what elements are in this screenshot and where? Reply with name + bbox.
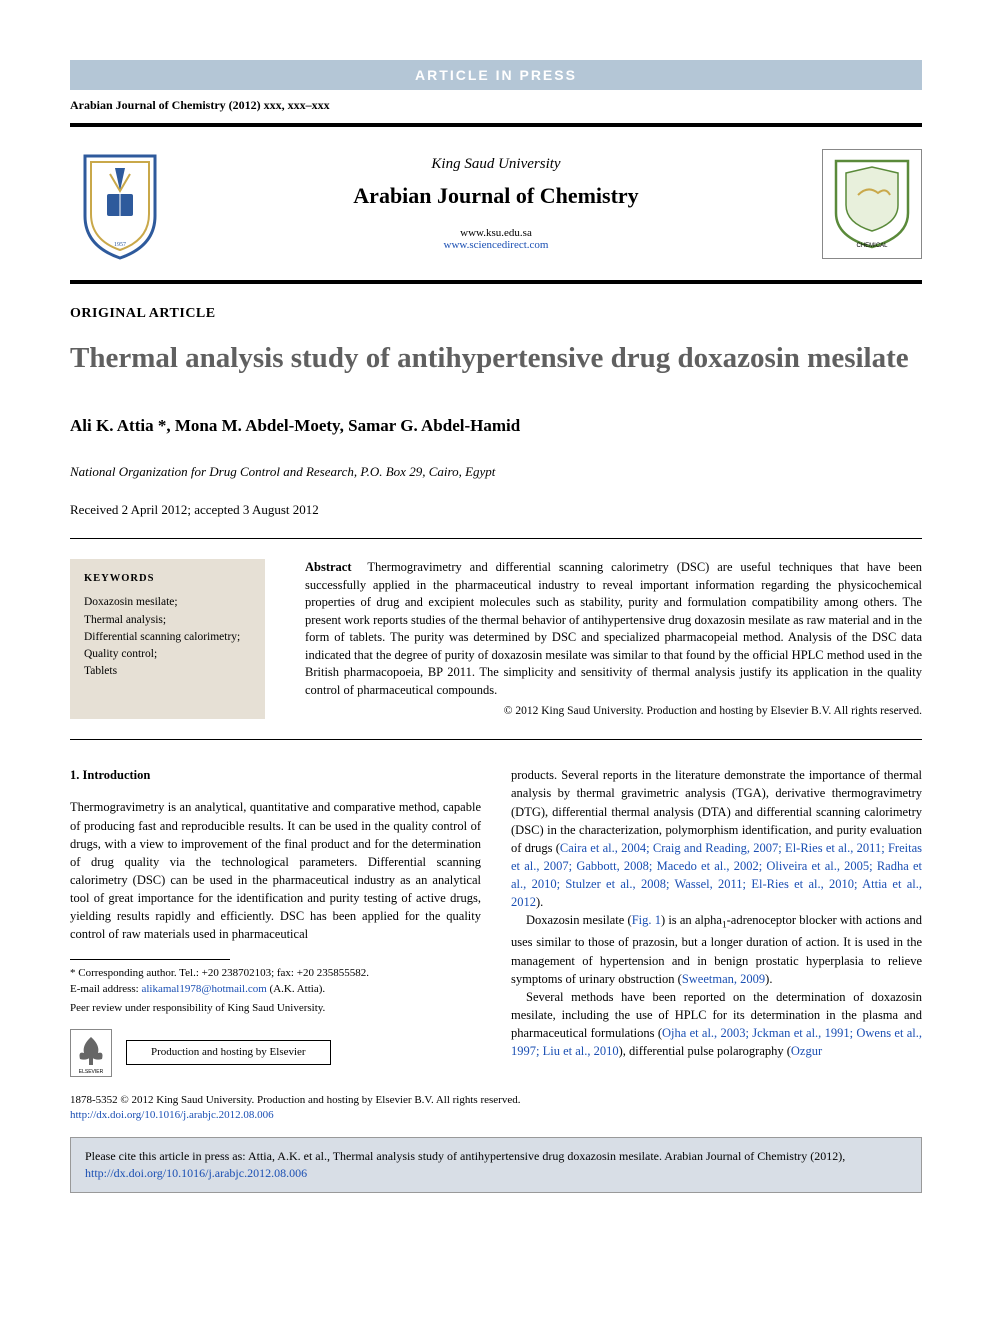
journal-name: Arabian Journal of Chemistry — [190, 183, 802, 209]
email-who: (A.K. Attia). — [267, 983, 325, 995]
elsevier-tree-icon: ELSEVIER — [72, 1031, 110, 1075]
meta-top-rule — [70, 538, 922, 539]
right-p1: products. Several reports in the literat… — [511, 766, 922, 911]
issn-copyright-block: 1878-5352 © 2012 King Saud University. P… — [70, 1093, 922, 1124]
peer-review-note: Peer review under responsibility of King… — [70, 1001, 481, 1016]
right-p3b: ), differential pulse polarography ( — [619, 1044, 791, 1058]
right-p2a: Doxazosin mesilate ( — [526, 913, 632, 927]
right-p1b: ). — [536, 895, 543, 909]
ozgur-cite[interactable]: Ozgur — [791, 1044, 822, 1058]
right-column: products. Several reports in the literat… — [511, 766, 922, 1076]
sweetman-cite[interactable]: Sweetman, 2009 — [682, 972, 765, 986]
header-bottom-rule — [70, 280, 922, 284]
journal-citation-text: Arabian Journal of Chemistry (2012) xxx,… — [70, 98, 330, 112]
affiliation: National Organization for Drug Control a… — [70, 464, 922, 480]
body-two-columns: 1. Introduction Thermogravimetry is an a… — [70, 766, 922, 1076]
right-p2d: ). — [765, 972, 772, 986]
fig1-link[interactable]: Fig. 1 — [632, 913, 661, 927]
article-in-press-banner: ARTICLE IN PRESS — [70, 60, 922, 90]
cite-footer-text: Please cite this article in press as: At… — [85, 1149, 845, 1163]
svg-text:1957: 1957 — [114, 242, 126, 248]
society-shield-icon: CHEMICAL — [828, 155, 916, 253]
journal-citation-line: Arabian Journal of Chemistry (2012) xxx,… — [70, 94, 922, 121]
right-p2b: ) is an alpha — [661, 913, 722, 927]
abstract-copyright: © 2012 King Saud University. Production … — [305, 703, 922, 719]
citation-footer-box: Please cite this article in press as: At… — [70, 1137, 922, 1193]
corresponding-author: * Corresponding author. Tel.: +20 238702… — [70, 966, 481, 981]
footnote-rule — [70, 959, 230, 960]
right-p3: Several methods have been reported on th… — [511, 988, 922, 1061]
abstract-label: Abstract — [305, 560, 352, 574]
email-line: E-mail address: alikamal1978@hotmail.com… — [70, 982, 481, 997]
keywords-list: Doxazosin mesilate; Thermal analysis; Di… — [84, 594, 251, 680]
ksu-logo: 1957 — [70, 141, 170, 266]
citations-1[interactable]: Caira et al., 2004; Craig and Reading, 2… — [511, 841, 922, 909]
top-thick-rule — [70, 123, 922, 127]
university-name: King Saud University — [190, 156, 802, 173]
svg-text:ELSEVIER: ELSEVIER — [79, 1069, 104, 1075]
authors-list: Ali K. Attia *, Mona M. Abdel-Moety, Sam… — [70, 416, 922, 436]
email-label: E-mail address: — [70, 983, 141, 995]
issn-line: 1878-5352 © 2012 King Saud University. P… — [70, 1093, 922, 1108]
author-email[interactable]: alikamal1978@hotmail.com — [141, 983, 266, 995]
right-p2: Doxazosin mesilate (Fig. 1) is an alpha1… — [511, 911, 922, 987]
article-dates: Received 2 April 2012; accepted 3 August… — [70, 502, 922, 518]
banner-text: ARTICLE IN PRESS — [415, 67, 577, 83]
doi-link[interactable]: http://dx.doi.org/10.1016/j.arabjc.2012.… — [70, 1109, 274, 1121]
chemical-society-logo: CHEMICAL — [822, 149, 922, 259]
journal-header-row: 1957 King Saud University Arabian Journa… — [70, 129, 922, 278]
intro-heading: 1. Introduction — [70, 766, 481, 784]
keywords-box: KEYWORDS Doxazosin mesilate; Thermal ana… — [70, 559, 265, 719]
cite-footer-doi[interactable]: http://dx.doi.org/10.1016/j.arabjc.2012.… — [85, 1166, 307, 1180]
abstract-body: Thermogravimetry and differential scanni… — [305, 560, 922, 697]
abstract-block: Abstract Thermogravimetry and differenti… — [305, 559, 922, 719]
svg-text:CHEMICAL: CHEMICAL — [856, 243, 888, 249]
elsevier-hosting-row: ELSEVIER Production and hosting by Elsev… — [70, 1029, 481, 1077]
keywords-heading: KEYWORDS — [84, 573, 251, 584]
intro-p1: Thermogravimetry is an analytical, quant… — [70, 798, 481, 943]
elsevier-logo-icon: ELSEVIER — [70, 1029, 112, 1077]
ksu-shield-icon: 1957 — [75, 146, 165, 261]
article-title: Thermal analysis study of antihypertensi… — [70, 340, 922, 376]
page-container: ARTICLE IN PRESS Arabian Journal of Chem… — [0, 0, 992, 1223]
production-hosting-box: Production and hosting by Elsevier — [126, 1040, 331, 1065]
meta-bottom-rule — [70, 739, 922, 740]
header-center: King Saud University Arabian Journal of … — [190, 156, 802, 251]
url-sciencedirect[interactable]: www.sciencedirect.com — [444, 239, 549, 251]
url-ksu: www.ksu.edu.sa — [460, 227, 532, 239]
keywords-abstract-block: KEYWORDS Doxazosin mesilate; Thermal ana… — [70, 545, 922, 733]
footnotes-block: * Corresponding author. Tel.: +20 238702… — [70, 966, 481, 1076]
left-column: 1. Introduction Thermogravimetry is an a… — [70, 766, 481, 1076]
article-type-label: ORIGINAL ARTICLE — [70, 306, 922, 322]
journal-urls: www.ksu.edu.sa www.sciencedirect.com — [190, 227, 802, 251]
